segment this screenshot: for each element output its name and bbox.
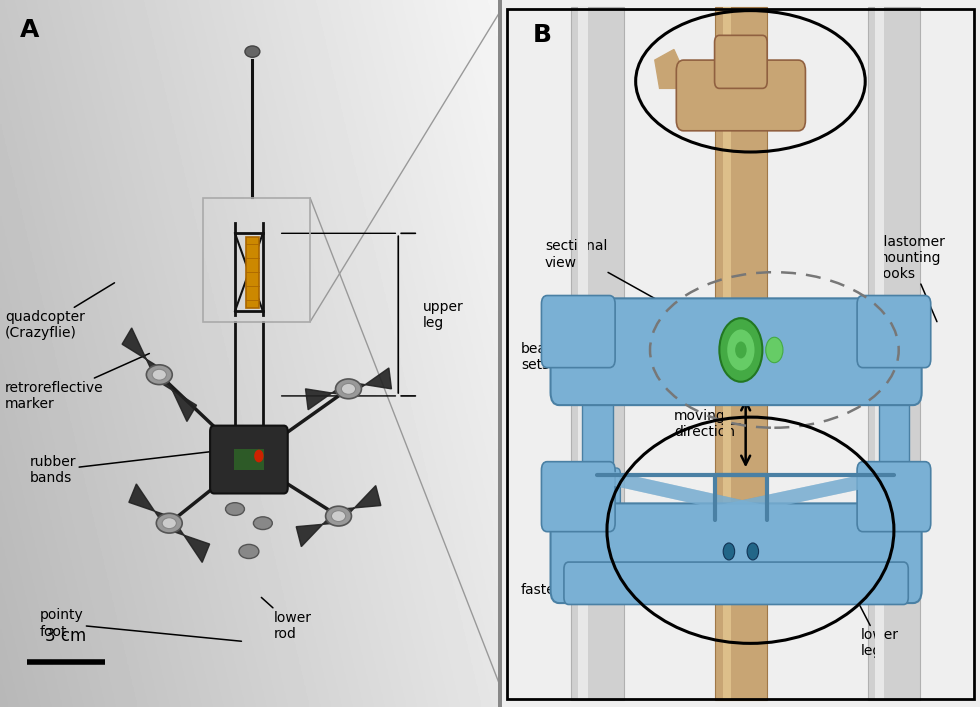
Bar (203, 198, 310, 322)
Bar (875, 7, 884, 700)
FancyBboxPatch shape (560, 354, 913, 396)
Ellipse shape (152, 369, 167, 380)
Circle shape (735, 341, 747, 358)
Polygon shape (296, 510, 340, 547)
Text: moving
direction: moving direction (674, 409, 735, 439)
Polygon shape (129, 484, 172, 530)
Text: lower
leg: lower leg (856, 597, 899, 658)
FancyBboxPatch shape (551, 503, 921, 603)
Polygon shape (122, 328, 163, 380)
Ellipse shape (146, 365, 172, 385)
Polygon shape (655, 49, 683, 88)
Text: 3 cm: 3 cm (45, 627, 86, 645)
FancyBboxPatch shape (574, 305, 620, 363)
FancyBboxPatch shape (574, 468, 620, 530)
FancyBboxPatch shape (542, 462, 615, 532)
Polygon shape (156, 369, 197, 421)
Text: A: A (20, 18, 39, 42)
Text: lower
rod: lower rod (262, 597, 312, 641)
Ellipse shape (341, 383, 356, 395)
Text: elastomer
mounting
hooks: elastomer mounting hooks (875, 235, 945, 322)
Text: B: B (533, 23, 552, 47)
Text: bearing
sets: bearing sets (521, 342, 669, 372)
Circle shape (765, 337, 783, 363)
FancyBboxPatch shape (858, 462, 931, 532)
Bar (571, 7, 623, 700)
Bar (722, 7, 731, 700)
Text: retroreflective
marker: retroreflective marker (5, 354, 149, 411)
Polygon shape (348, 368, 391, 396)
Circle shape (719, 318, 762, 382)
Bar (879, 346, 909, 474)
Bar (582, 346, 612, 474)
Ellipse shape (157, 513, 182, 533)
Bar (867, 7, 920, 700)
Circle shape (747, 543, 759, 560)
Bar (714, 7, 767, 700)
FancyBboxPatch shape (561, 556, 912, 592)
Bar (578, 7, 588, 700)
FancyBboxPatch shape (858, 296, 931, 368)
Text: fastener: fastener (521, 562, 645, 597)
Text: upper
leg: upper leg (423, 300, 464, 329)
Circle shape (726, 329, 756, 371)
FancyBboxPatch shape (714, 35, 767, 88)
Polygon shape (337, 486, 381, 522)
Ellipse shape (254, 517, 272, 530)
Text: rubber
bands: rubber bands (29, 449, 234, 485)
Text: quadcopter
(Crazyflie): quadcopter (Crazyflie) (5, 283, 115, 340)
FancyBboxPatch shape (542, 296, 615, 368)
Text: pointy
foot: pointy foot (40, 609, 241, 641)
Bar (234, 449, 264, 470)
Ellipse shape (225, 503, 244, 515)
Circle shape (255, 450, 263, 462)
Text: sectional
view: sectional view (545, 240, 721, 336)
Circle shape (723, 543, 735, 560)
Ellipse shape (162, 518, 176, 529)
Ellipse shape (245, 46, 260, 57)
FancyBboxPatch shape (871, 468, 917, 530)
FancyBboxPatch shape (684, 76, 798, 122)
FancyBboxPatch shape (210, 426, 288, 493)
FancyBboxPatch shape (551, 298, 921, 405)
FancyBboxPatch shape (871, 305, 917, 363)
FancyBboxPatch shape (564, 562, 908, 604)
Polygon shape (167, 517, 210, 562)
FancyBboxPatch shape (676, 60, 806, 131)
Bar (246, 237, 259, 308)
Ellipse shape (325, 506, 352, 526)
Ellipse shape (239, 544, 259, 559)
Ellipse shape (331, 510, 346, 522)
Ellipse shape (335, 379, 362, 399)
Polygon shape (306, 382, 349, 410)
